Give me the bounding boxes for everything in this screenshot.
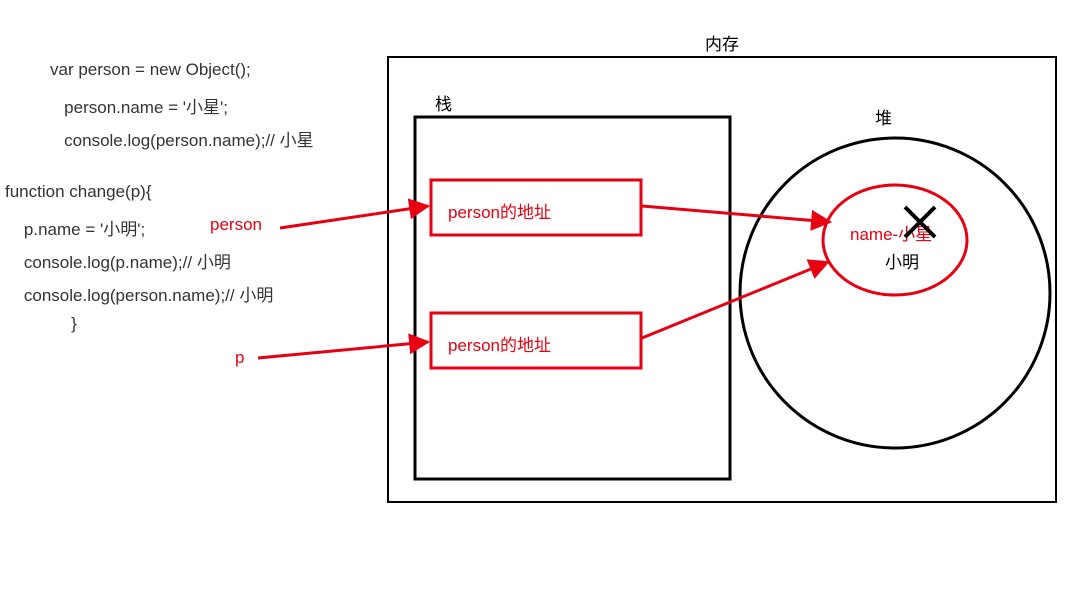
memory-box [388, 57, 1056, 502]
obj-newval-text: 小明 [885, 248, 919, 273]
code-line-1: var person = new Object(); [50, 60, 251, 80]
label-person: person [210, 215, 262, 235]
memory-title: 内存 [705, 30, 739, 55]
arrow-person-to-stack [280, 206, 428, 228]
code-line-3: console.log(person.name);// 小星 [50, 126, 314, 151]
heap-circle [740, 138, 1050, 448]
arrow-stack2-to-heap [642, 262, 828, 338]
stack-box1-text: person的地址 [448, 198, 551, 223]
code-line-6: console.log(p.name);// 小明 [5, 248, 231, 273]
code-line-7: console.log(person.name);// 小明 [5, 281, 273, 306]
arrow-p-to-stack [258, 342, 428, 358]
arrow-stack1-to-heap [642, 206, 830, 222]
heap-label: 堆 [875, 104, 892, 129]
stack-label: 栈 [435, 90, 452, 115]
stack-box2-text: person的地址 [448, 331, 551, 356]
code-line-2: person.name = '小星'; [50, 93, 228, 118]
code-line-4: function change(p){ [5, 182, 152, 202]
code-line-5: p.name = '小明'; [5, 215, 145, 240]
obj-name-text: name-小星 [850, 220, 932, 245]
label-p: p [235, 348, 244, 368]
code-line-8: } [5, 314, 77, 334]
stack-box [415, 117, 730, 479]
